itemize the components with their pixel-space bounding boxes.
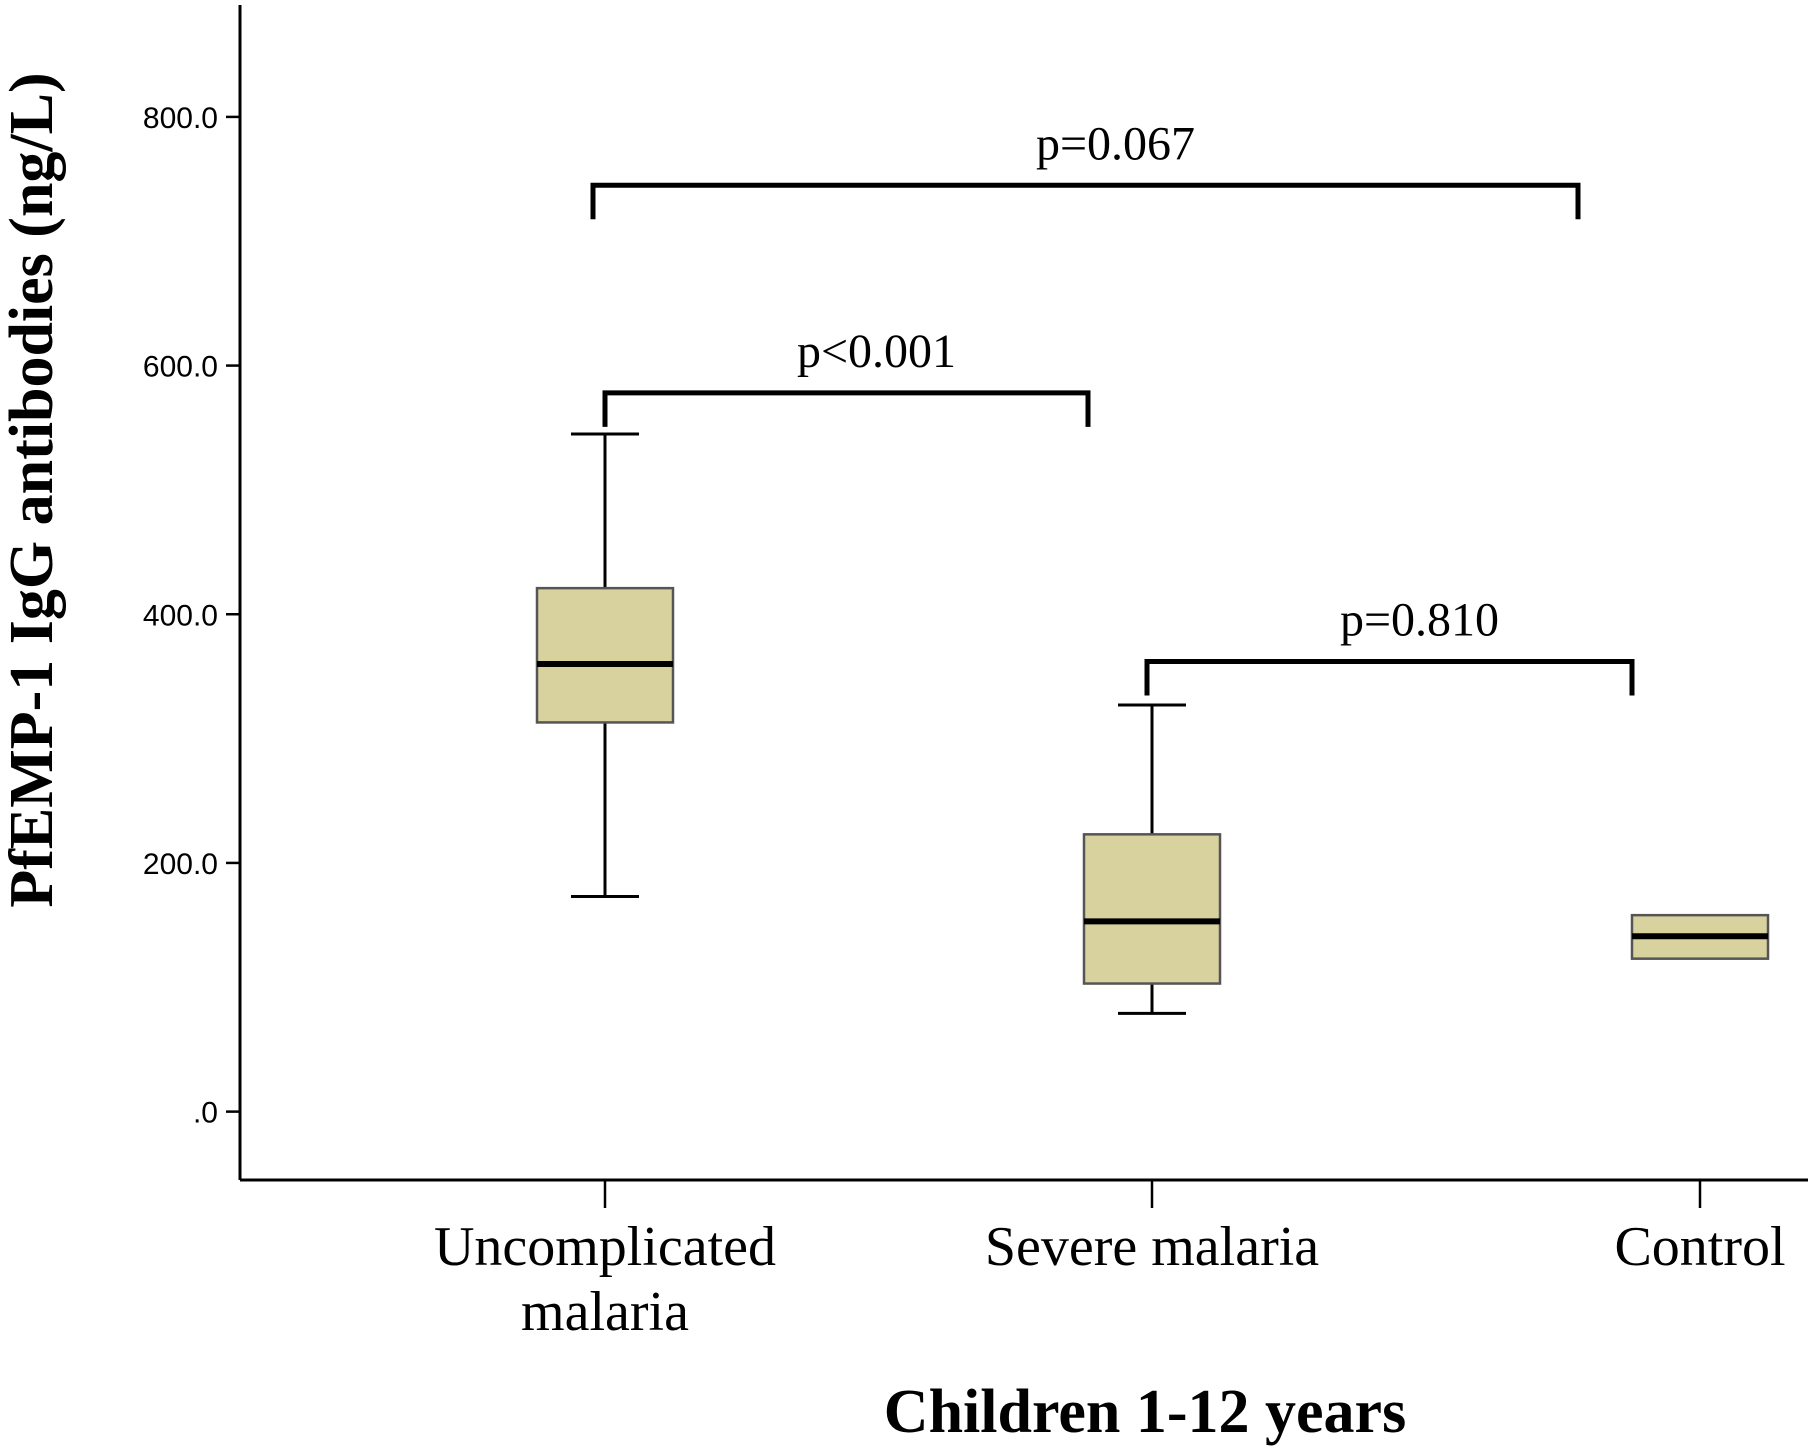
iqr-box — [1082, 833, 1222, 985]
y-tick-label: 200.0 — [143, 848, 218, 881]
p-value-label: p=0.067 — [1036, 117, 1195, 170]
p-value-label: p=0.810 — [1340, 594, 1499, 647]
p-value-label: p<0.001 — [797, 325, 956, 378]
y-tick-label: 400.0 — [143, 599, 218, 632]
y-tick-label: 600.0 — [143, 351, 218, 384]
bracket — [602, 390, 1091, 427]
box-2 — [1630, 913, 1770, 960]
iqr-box — [535, 586, 675, 724]
y-tick-label: .0 — [193, 1097, 218, 1130]
box-1 — [1082, 703, 1222, 1015]
comparison-0: p=0.067 — [590, 117, 1581, 220]
y-axis-title: PfEMP-1 IgG antibodies (ng/L) — [0, 72, 66, 907]
x-tick-label: Control — [1614, 1216, 1785, 1278]
x-tick-label: malaria — [521, 1281, 689, 1343]
x-axis-title: Children 1-12 years — [884, 1378, 1406, 1446]
boxes — [535, 432, 1770, 1015]
comparison-1: p<0.001 — [602, 325, 1091, 427]
x-tick-label: Uncomplicated — [434, 1216, 776, 1278]
labels: .0 200.0 400.0 600.0 800.0 Uncomplicatedmalar… — [0, 72, 1786, 1446]
comparison-brackets: p=0.067 p<0.001 p=0.810 — [590, 117, 1635, 696]
bracket — [590, 182, 1581, 220]
box-0 — [535, 432, 675, 899]
bracket — [1144, 659, 1635, 696]
axes — [226, 5, 1808, 1208]
comparison-2: p=0.810 — [1144, 594, 1635, 696]
y-tick-label: 800.0 — [143, 102, 218, 135]
x-tick-label: Severe malaria — [985, 1216, 1319, 1278]
